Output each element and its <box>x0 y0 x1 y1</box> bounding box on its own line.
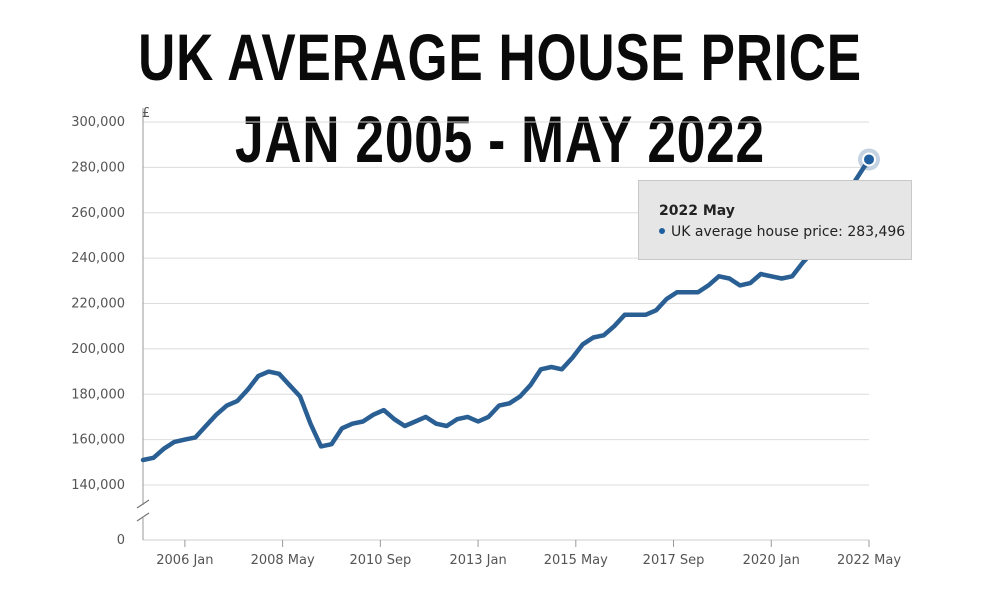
x-tick-label: 2010 Sep <box>349 553 411 568</box>
series-line <box>140 157 872 463</box>
y-tick-label: 180,000 <box>71 387 125 402</box>
y-tick-label: 200,000 <box>71 342 125 357</box>
x-tick-label: 2020 Jan <box>743 553 800 568</box>
y-tick-label: 240,000 <box>71 251 125 266</box>
y-tick-label: 300,000 <box>71 115 125 130</box>
y-tick-label: 280,000 <box>71 160 125 175</box>
x-tick-label: 2022 May <box>837 553 901 568</box>
axis-break-mark <box>136 499 150 509</box>
y-tick-label: 220,000 <box>71 297 125 312</box>
chart-title-line-2: JAN 2005 - MAY 2022 <box>235 102 765 176</box>
tooltip-title: 2022 May <box>659 203 735 219</box>
highlight-point <box>862 152 876 167</box>
chart-title-line-1: UK AVERAGE HOUSE PRICE <box>138 20 862 94</box>
y-tick-label: 140,000 <box>71 478 125 493</box>
x-tick-label: 2008 May <box>251 553 315 568</box>
tooltip-series-marker <box>659 228 665 234</box>
x-tick-label: 2017 Sep <box>643 553 705 568</box>
tooltip-value: UK average house price: 283,496 <box>671 224 906 240</box>
x-tick-label: 2015 May <box>544 553 608 568</box>
x-tick-label: 2013 Jan <box>449 553 506 568</box>
y-tick-label: 0 <box>117 533 125 548</box>
axis-break-mark <box>136 512 150 522</box>
y-tick-label: 160,000 <box>71 433 125 448</box>
x-tick-label: 2006 Jan <box>156 553 213 568</box>
tooltip-row: UK average house price: 283,496 <box>659 224 905 240</box>
y-tick-label: 260,000 <box>71 206 125 221</box>
data-tooltip: 2022 May UK average house price: 283,496 <box>638 180 912 260</box>
y-axis-unit-label: £ <box>142 106 150 121</box>
